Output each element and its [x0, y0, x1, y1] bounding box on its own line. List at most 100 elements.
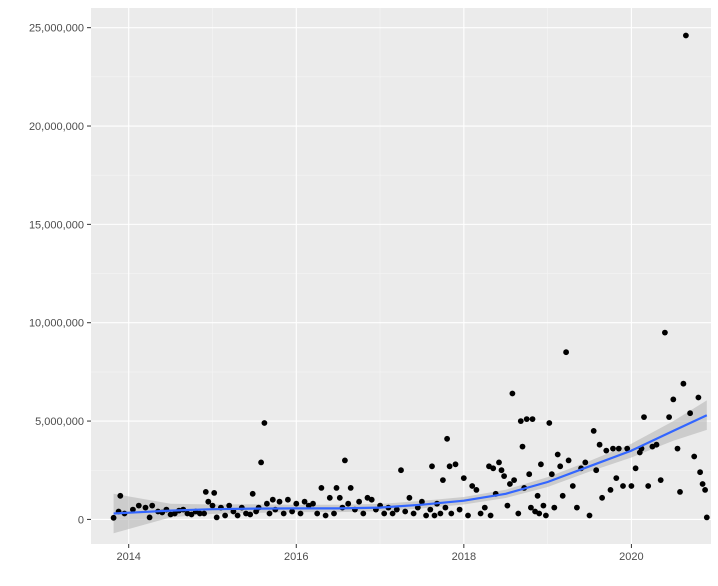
data-point	[117, 492, 124, 499]
plot-panel	[91, 8, 711, 544]
y-tick-label: 25,000,000	[29, 23, 84, 35]
data-point	[473, 487, 480, 493]
data-point	[607, 487, 614, 493]
data-point	[444, 435, 450, 442]
data-point	[501, 473, 507, 479]
data-point	[563, 349, 569, 356]
data-point	[477, 510, 484, 517]
data-point	[456, 506, 463, 513]
data-point	[574, 504, 580, 511]
data-point	[326, 494, 333, 501]
data-point	[460, 475, 467, 481]
data-point	[264, 500, 270, 507]
data-point	[526, 471, 533, 478]
data-point	[356, 498, 362, 505]
data-point	[551, 504, 558, 511]
data-point	[603, 447, 610, 454]
data-point	[496, 459, 502, 466]
data-point	[188, 511, 195, 518]
data-point	[559, 492, 566, 499]
data-point	[333, 485, 340, 491]
data-point	[699, 481, 706, 487]
data-point	[280, 510, 287, 517]
x-tick-label: 2016	[284, 551, 308, 563]
data-point	[523, 416, 530, 422]
data-point	[130, 506, 136, 513]
data-point	[703, 514, 710, 521]
data-point	[702, 487, 708, 493]
data-point	[393, 506, 400, 513]
data-point	[171, 510, 178, 517]
data-point	[632, 465, 639, 472]
data-point	[452, 461, 459, 468]
data-point	[269, 496, 276, 503]
data-point	[697, 469, 703, 476]
data-point	[314, 510, 321, 517]
data-point	[599, 494, 605, 501]
y-tick-label: 0	[78, 514, 84, 526]
data-point	[610, 445, 616, 452]
data-point	[419, 498, 425, 505]
data-point	[548, 471, 555, 478]
data-point	[680, 380, 687, 387]
x-axis: 2014 2016 2018 2020	[116, 544, 644, 563]
data-point	[322, 512, 329, 519]
data-point	[641, 414, 647, 420]
data-point	[310, 500, 316, 507]
data-point	[211, 490, 218, 496]
data-point	[624, 445, 631, 452]
y-tick-label: 5,000,000	[35, 416, 84, 428]
data-point	[670, 396, 677, 403]
data-point	[677, 489, 683, 495]
minor-gridlines	[91, 8, 711, 544]
data-point	[368, 496, 375, 503]
data-point	[446, 463, 453, 470]
data-point	[110, 514, 117, 521]
data-point	[234, 512, 241, 519]
data-point	[528, 504, 534, 511]
data-point	[662, 329, 668, 336]
data-point	[230, 508, 237, 515]
data-point	[410, 510, 417, 517]
data-point	[509, 390, 516, 397]
data-point	[201, 510, 208, 517]
data-point	[645, 483, 652, 489]
data-point	[142, 504, 149, 511]
y-tick-label: 20,000,000	[29, 121, 84, 133]
data-point	[666, 414, 672, 420]
data-point	[657, 477, 664, 483]
data-point	[149, 502, 156, 509]
data-point	[519, 443, 526, 450]
data-point	[437, 510, 444, 517]
data-point	[135, 502, 142, 509]
data-point	[615, 445, 622, 452]
data-point	[481, 504, 488, 511]
data-point	[517, 418, 524, 424]
data-point	[301, 498, 308, 505]
data-point	[285, 496, 291, 503]
data-point	[431, 512, 438, 519]
data-point	[674, 445, 681, 452]
data-point	[213, 514, 220, 521]
data-point	[613, 475, 620, 481]
data-point	[266, 510, 273, 517]
data-point	[197, 510, 203, 517]
data-point	[691, 453, 698, 460]
data-point	[440, 477, 446, 483]
data-point	[423, 512, 429, 519]
x-tick-label: 2014	[116, 551, 140, 563]
data-point	[507, 481, 513, 487]
data-point	[653, 441, 660, 448]
data-point	[515, 510, 522, 517]
data-point	[406, 494, 413, 501]
y-tick-label: 15,000,000	[29, 219, 84, 231]
data-point	[593, 467, 600, 474]
data-point	[429, 463, 435, 470]
data-point	[360, 510, 367, 517]
data-point	[687, 410, 693, 417]
data-point	[297, 510, 304, 517]
data-point	[249, 490, 256, 497]
data-point	[498, 467, 505, 474]
data-point	[695, 394, 702, 401]
y-axis: 0 5,000,000 10,000,000 15,000,000 20,000,000…	[29, 23, 91, 526]
